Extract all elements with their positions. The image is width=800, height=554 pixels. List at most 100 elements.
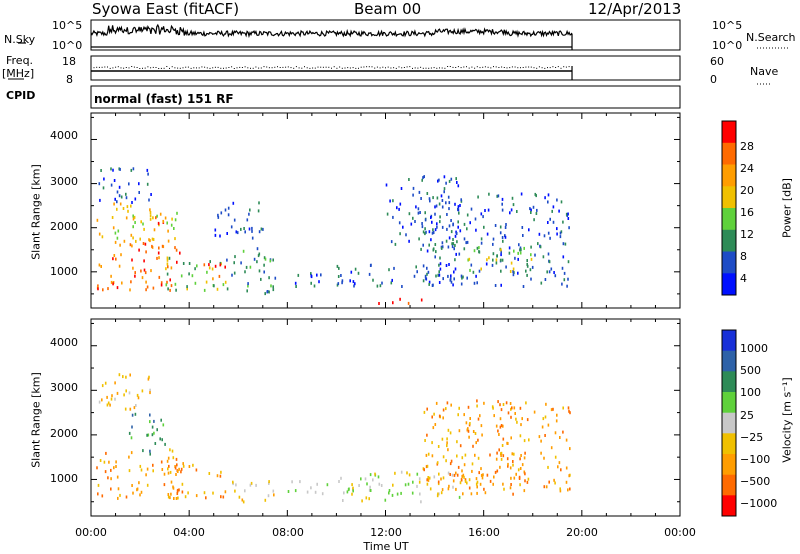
velocity-cell	[518, 477, 521, 480]
power-cell	[160, 281, 163, 285]
power-cell	[247, 282, 249, 286]
power-cell	[392, 301, 394, 305]
nave-dot	[279, 67, 281, 68]
velocity-cell	[445, 407, 447, 411]
nave-dot	[414, 67, 416, 69]
velocity-cell	[106, 403, 109, 407]
power-cell	[492, 237, 495, 241]
velocity-cell	[107, 401, 110, 405]
nave-dot	[398, 66, 400, 68]
velocity-cell	[267, 494, 270, 498]
nave-dot	[131, 66, 133, 67]
velocity-cell	[512, 460, 514, 463]
power-cell	[143, 259, 145, 263]
velocity-cell	[463, 475, 465, 479]
velocity-cell	[554, 481, 556, 485]
nsky-line	[90, 23, 573, 39]
nave-dot	[217, 66, 219, 68]
power-cell	[179, 251, 181, 255]
nave-dot	[206, 67, 208, 69]
power-cell	[230, 225, 233, 229]
velocity-cell	[138, 481, 140, 485]
velocity-cell	[459, 481, 462, 485]
power-cell	[434, 255, 436, 259]
power-cell	[447, 245, 450, 249]
power-cell	[500, 248, 502, 252]
power-cell	[119, 243, 121, 247]
velocity-cell	[249, 483, 252, 487]
velocity-colorbar-segment	[722, 330, 736, 351]
power-cell	[174, 282, 177, 286]
power-cell	[505, 223, 507, 226]
power-cell	[263, 270, 265, 274]
velocity-cell	[219, 474, 222, 478]
velocity-cell	[407, 482, 410, 486]
power-cell	[399, 232, 401, 236]
power-cell	[547, 252, 550, 256]
velocity-cell	[556, 413, 558, 417]
velocity-cell	[110, 468, 112, 472]
velocity-cell	[483, 401, 485, 405]
power-cell	[476, 281, 478, 285]
velocity-cell	[152, 469, 154, 473]
power-cell	[439, 220, 441, 224]
power-cell	[458, 252, 461, 256]
power-cell	[561, 266, 564, 270]
velocity-cbar-tick: 500	[740, 364, 761, 377]
power-cell	[211, 267, 214, 271]
velocity-cell	[176, 463, 178, 467]
velocity-cell	[176, 492, 179, 495]
power-cell	[132, 266, 134, 270]
power-frame	[90, 112, 681, 309]
velocity-cell	[523, 456, 526, 460]
power-cell	[413, 274, 416, 278]
power-cell	[248, 227, 251, 231]
power-cell	[408, 212, 411, 216]
power-cell	[453, 247, 455, 251]
power-cell	[212, 277, 214, 281]
power-cell	[240, 227, 242, 231]
power-ytick-1000: 1000	[50, 265, 78, 278]
velocity-cell	[220, 470, 222, 474]
power-ytick-4000: 4000	[50, 129, 78, 142]
power-cell	[480, 267, 482, 271]
velocity-cell	[351, 492, 353, 496]
power-cell	[110, 183, 113, 187]
power-cell	[272, 258, 274, 262]
velocity-cell	[96, 466, 98, 470]
power-cell	[182, 262, 185, 265]
power-cell	[567, 212, 569, 216]
velocity-cell	[169, 448, 171, 452]
velocity-cell	[507, 462, 509, 466]
velocity-cell	[107, 476, 109, 480]
velocity-cell	[123, 393, 125, 397]
power-cell	[496, 254, 498, 258]
velocity-cell	[457, 413, 459, 417]
power-cell	[400, 187, 403, 190]
velocity-cell	[142, 449, 144, 453]
power-cell	[100, 169, 102, 172]
velocity-cell	[358, 484, 360, 487]
power-cell	[412, 216, 414, 220]
velocity-cell	[461, 474, 463, 478]
velocity-cell	[499, 425, 502, 429]
velocity-cell	[235, 483, 237, 487]
power-cell	[454, 267, 457, 271]
power-cell	[440, 194, 443, 198]
power-cell	[349, 279, 351, 283]
nave-dot	[487, 66, 489, 68]
power-cell	[511, 196, 514, 200]
cpid-frame	[90, 85, 681, 109]
power-cell	[168, 256, 171, 260]
nave-label: Nave	[750, 65, 779, 78]
velocity-cell	[154, 442, 157, 445]
power-cell	[99, 198, 101, 202]
power-cell	[263, 263, 265, 267]
velocity-cell	[520, 423, 522, 427]
velocity-cell	[195, 468, 198, 472]
power-cell	[354, 267, 357, 271]
power-cell	[149, 217, 152, 221]
power-ytick-2000: 2000	[50, 220, 78, 233]
power-cell	[422, 243, 424, 247]
velocity-cell	[427, 452, 430, 456]
